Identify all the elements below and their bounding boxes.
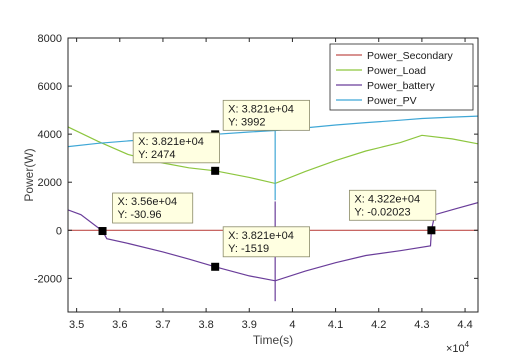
tick-layer: 3.5 3.6 3.7 3.8 3.9 4 4.1 4.2 4.3 4.4 -2000 0 2000 40… — [34, 33, 478, 331]
axes-box — [67, 37, 479, 313]
x-tick-label: 3.6 — [112, 319, 127, 331]
legend: Power_Secondary Power_Load Power_battery Po… — [329, 43, 474, 111]
x-tick-label: 4.3 — [414, 319, 429, 331]
datatip-marker — [211, 262, 220, 271]
x-tick-label: 3.5 — [69, 319, 84, 331]
datatip-box — [222, 99, 310, 131]
y-tick-label: 0 — [56, 225, 62, 237]
x-tick-label: 3.8 — [198, 319, 213, 331]
x-axis-exponent-base: ×10 — [446, 343, 465, 355]
datatip: X: 3.821e+04Y: 2474 — [132, 132, 220, 175]
datatip-marker — [211, 166, 220, 175]
y-tick-label: -2000 — [34, 273, 62, 285]
datatip-y-label: Y: -1519 — [228, 243, 269, 255]
x-axis-label: Time(s) — [253, 333, 293, 347]
datatip-x-label: X: 4.322e+04 — [354, 193, 420, 205]
datatip-y-label: Y: 3992 — [228, 116, 265, 128]
datatip-x-label: X: 3.821e+04 — [228, 103, 294, 115]
y-tick-label: 2000 — [38, 177, 62, 189]
datatip-y-label: Y: -0.02023 — [354, 206, 410, 218]
y-axis-label: Power(W) — [22, 148, 36, 201]
y-tick-label: 4000 — [38, 129, 62, 141]
datatip-x-label: X: 3.821e+04 — [138, 136, 204, 148]
x-tick-label: 4.4 — [457, 319, 472, 331]
datatip-x-label: X: 3.821e+04 — [228, 230, 294, 242]
legend-entry: Power_battery — [367, 80, 435, 92]
legend-entry: Power_Load — [367, 65, 426, 77]
x-tick-label: 4.1 — [328, 319, 343, 331]
x-tick-label: 3.7 — [155, 319, 170, 331]
datatip-box — [222, 226, 310, 258]
legend-entry: Power_PV — [367, 95, 417, 107]
datatip-box — [132, 132, 220, 164]
x-axis-exponent: ×104 — [446, 340, 470, 355]
x-tick-label: 4.2 — [371, 319, 386, 331]
x-axis-exponent-power: 4 — [465, 340, 470, 349]
datatip: X: 3.821e+04Y: -1519 — [211, 226, 310, 271]
y-tick-label: 8000 — [38, 33, 62, 45]
legend-entry: Power_Secondary — [367, 50, 454, 62]
x-tick-label: 3.9 — [242, 319, 257, 331]
datatip-box — [348, 189, 437, 221]
datatip-x-label: X: 3.56e+04 — [118, 196, 178, 208]
datatip-marker — [98, 227, 107, 236]
datatip: X: 4.322e+04Y: -0.02023 — [348, 189, 437, 235]
datatip-y-label: Y: -30.96 — [118, 209, 162, 221]
datatip-y-label: Y: 2474 — [138, 149, 175, 161]
datatip: X: 3.56e+04Y: -30.96 — [98, 192, 194, 236]
x-tick-label: 4 — [289, 319, 295, 331]
datatip: X: 3.821e+04Y: 3992 — [211, 99, 310, 139]
y-tick-label: 6000 — [38, 81, 62, 93]
datatip-marker — [427, 226, 436, 235]
datatip-box — [112, 192, 194, 224]
